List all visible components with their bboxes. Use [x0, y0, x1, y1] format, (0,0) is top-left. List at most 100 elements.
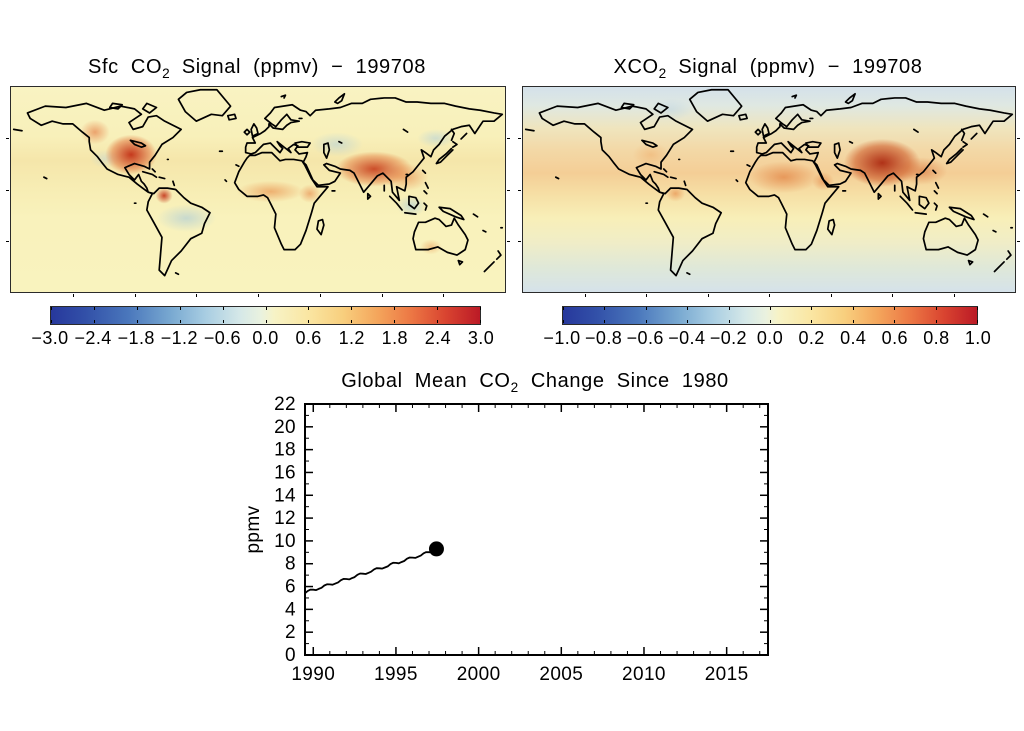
map-axis-tick — [769, 294, 770, 297]
colorbar-tick — [645, 307, 647, 310]
y-tick-label: 16 — [274, 462, 296, 483]
map-axis-tick — [196, 294, 198, 297]
map-axis-tick — [1017, 189, 1020, 191]
map-axis-tick — [72, 294, 74, 297]
map-axis-tick — [830, 294, 832, 297]
colorbar-tick — [728, 307, 730, 310]
colorbar-tick — [852, 307, 854, 310]
x-tick-label: 2015 — [705, 664, 749, 685]
colorbar-tick-label: −1.2 — [160, 328, 198, 348]
colorbar-tick — [770, 320, 771, 323]
colorbar-tick — [687, 307, 689, 310]
colorbar-tick — [563, 320, 564, 323]
xco2-map-title: XCO2 Signal (ppmv) − 199708 — [522, 56, 1014, 81]
colorbar-tick-label: −0.2 — [709, 328, 747, 348]
y-tick-label: 18 — [274, 440, 296, 461]
co2-trend-line — [304, 549, 438, 594]
colorbar-tick — [222, 307, 224, 310]
colorbar-tick — [852, 320, 854, 323]
colorbar-tick-label: −1.0 — [543, 328, 581, 348]
colorbar-tick-label: −3.0 — [31, 328, 69, 348]
xco2-colorbar-gradient — [562, 306, 978, 325]
map-axis-tick — [507, 189, 510, 191]
colorbar-tick — [351, 307, 353, 310]
colorbar-tick — [604, 320, 606, 323]
map-axis-tick — [892, 294, 893, 297]
x-tick-label: 1990 — [291, 664, 335, 685]
colorbar-tick — [563, 307, 564, 310]
xco2-title-text: XCO — [613, 56, 659, 78]
map-axis-tick — [707, 294, 709, 297]
map-axis-tick — [518, 240, 521, 242]
colorbar-tick-label: −0.6 — [203, 328, 241, 348]
colorbar-tick — [645, 320, 647, 323]
y-tick-label: 12 — [274, 508, 296, 529]
colorbar-tick — [265, 307, 267, 310]
y-tick-label: 4 — [285, 599, 296, 620]
y-tick-label: 22 — [274, 394, 296, 415]
map-axis-tick — [518, 138, 521, 140]
map-axis-tick — [646, 294, 647, 297]
timeseries-title-text: Global Mean CO — [341, 370, 511, 392]
colorbar-tick — [437, 320, 439, 323]
map-axis-tick — [6, 138, 9, 140]
colorbar-tick — [811, 307, 813, 310]
map-axis-tick — [1017, 240, 1020, 242]
y-tick-label: 20 — [274, 417, 296, 438]
y-tick-label: 8 — [285, 554, 296, 575]
colorbar-tick-label: 0.6 — [295, 328, 322, 348]
timeseries-title: Global Mean CO2 Change Since 1980 — [285, 370, 785, 395]
colorbar-tick-label: −2.4 — [74, 328, 112, 348]
colorbar-tick — [480, 320, 481, 323]
xco2-title-subscript: 2 — [658, 66, 667, 81]
world-coastline-svg — [524, 88, 1014, 277]
map-axis-tick — [584, 294, 586, 297]
colorbar-tick — [728, 320, 730, 323]
colorbar-tick-label: 3.0 — [467, 328, 495, 348]
colorbar-tick — [265, 320, 267, 323]
current-month-marker — [428, 541, 444, 557]
colorbar-tick — [977, 320, 978, 323]
map-axis-tick — [381, 294, 383, 297]
colorbar-tick-label: −0.8 — [585, 328, 623, 348]
map-axis-tick — [6, 240, 9, 242]
colorbar-tick-label: 2.4 — [424, 328, 452, 348]
world-coastline-svg — [12, 88, 504, 277]
colorbar-tick-label: 0.4 — [840, 328, 867, 348]
colorbar-tick — [894, 307, 896, 310]
colorbar-tick-label: 0.0 — [756, 328, 784, 348]
map-axis-tick — [319, 294, 321, 297]
map-axis-tick — [507, 240, 510, 242]
colorbar-tick — [894, 320, 896, 323]
colorbar-tick — [394, 320, 396, 323]
map-axis-tick — [6, 189, 9, 191]
colorbar-tick-label: 1.8 — [381, 328, 408, 348]
colorbar-tick — [51, 307, 52, 310]
map-axis-tick — [1017, 138, 1020, 140]
colorbar-tick — [480, 307, 481, 310]
colorbar-tick — [394, 307, 396, 310]
colorbar-tick — [437, 307, 439, 310]
y-tick-label: 2 — [285, 622, 296, 643]
xco2-colorbar: −1.0 −0.8 −0.6 −0.4 −0.2 0.0 0.2 0.4 0.6 0.8 1.0 — [543, 306, 991, 354]
y-tick-label: 0 — [285, 645, 296, 666]
sfc-map-title: Sfc CO2 Signal (ppmv) − 199708 — [10, 56, 504, 81]
colorbar-tick — [308, 320, 310, 323]
colorbar-tick — [136, 320, 138, 323]
map-axis-tick — [134, 294, 136, 297]
y-tick-label: 14 — [274, 485, 296, 506]
colorbar-tick — [179, 307, 181, 310]
xco2-map — [518, 86, 1020, 297]
y-axis-label: ppmv — [243, 505, 264, 553]
colorbar-tick-label: 0.6 — [881, 328, 908, 348]
sfc-co2-map — [6, 86, 510, 297]
colorbar-tick-label: −0.6 — [626, 328, 664, 348]
colorbar-tick-label: 0.8 — [923, 328, 950, 348]
colorbar-tick — [93, 307, 95, 310]
colorbar-tick — [935, 307, 937, 310]
timeseries-chart: 1990 1995 2000 2005 2010 20150246810121416182… — [243, 394, 769, 685]
map-axis-tick — [507, 138, 510, 140]
x-tick-label: 1995 — [374, 664, 418, 685]
colorbar-tick — [687, 320, 689, 323]
colorbar-tick — [811, 320, 813, 323]
